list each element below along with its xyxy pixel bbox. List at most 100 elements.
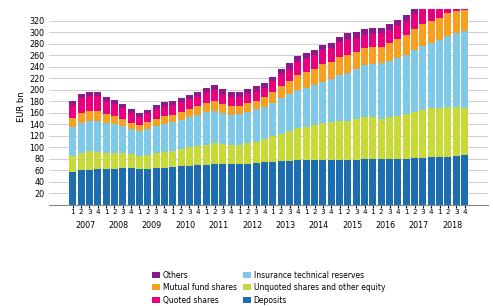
- Bar: [311, 85, 318, 125]
- Bar: [378, 119, 385, 159]
- Bar: [286, 81, 293, 95]
- Bar: [336, 57, 343, 75]
- Bar: [269, 103, 277, 136]
- Bar: [420, 158, 426, 205]
- Bar: [111, 124, 118, 153]
- Bar: [219, 164, 226, 205]
- Bar: [236, 97, 243, 106]
- Bar: [436, 0, 443, 1]
- Bar: [128, 129, 135, 154]
- Bar: [369, 28, 377, 34]
- Bar: [453, 33, 460, 107]
- Bar: [245, 112, 251, 144]
- Bar: [236, 106, 243, 114]
- Bar: [319, 64, 326, 82]
- Bar: [269, 162, 277, 205]
- Bar: [436, 18, 443, 40]
- Bar: [444, 13, 452, 36]
- Bar: [428, 43, 435, 108]
- Bar: [169, 114, 176, 122]
- Bar: [186, 95, 193, 99]
- Bar: [461, 155, 468, 205]
- Bar: [319, 50, 326, 64]
- Bar: [252, 91, 260, 101]
- Bar: [203, 165, 210, 205]
- Bar: [177, 166, 185, 205]
- Bar: [403, 21, 410, 35]
- Bar: [303, 88, 310, 127]
- Bar: [211, 164, 218, 205]
- Bar: [352, 69, 360, 119]
- Bar: [369, 64, 377, 118]
- Bar: [261, 97, 268, 106]
- Bar: [219, 94, 226, 104]
- Bar: [186, 166, 193, 205]
- Bar: [177, 112, 185, 120]
- Bar: [186, 147, 193, 166]
- Bar: [228, 145, 235, 164]
- Bar: [252, 86, 260, 91]
- Bar: [394, 58, 401, 116]
- Bar: [319, 45, 326, 50]
- Bar: [261, 139, 268, 162]
- Bar: [436, 157, 443, 205]
- Bar: [261, 88, 268, 97]
- Bar: [411, 112, 418, 159]
- Bar: [236, 163, 243, 205]
- Bar: [94, 169, 102, 205]
- Bar: [311, 69, 318, 85]
- Bar: [69, 105, 76, 118]
- Bar: [203, 92, 210, 103]
- Bar: [103, 123, 109, 153]
- Bar: [94, 91, 102, 96]
- Bar: [394, 39, 401, 58]
- Bar: [461, 0, 468, 10]
- Bar: [111, 100, 118, 104]
- Bar: [203, 112, 210, 144]
- Bar: [328, 159, 335, 205]
- Bar: [269, 81, 277, 92]
- Bar: [403, 15, 410, 21]
- Bar: [86, 111, 93, 121]
- Bar: [261, 106, 268, 139]
- Bar: [286, 131, 293, 161]
- Bar: [119, 168, 126, 205]
- Bar: [378, 28, 385, 33]
- Bar: [69, 101, 76, 105]
- Bar: [236, 144, 243, 163]
- Bar: [128, 113, 135, 123]
- Bar: [344, 55, 352, 73]
- Bar: [153, 119, 160, 126]
- Bar: [369, 159, 377, 205]
- Bar: [311, 50, 318, 55]
- Bar: [153, 110, 160, 119]
- Bar: [245, 144, 251, 163]
- Bar: [119, 119, 126, 126]
- Bar: [344, 121, 352, 159]
- Bar: [344, 159, 352, 205]
- Bar: [420, 2, 426, 9]
- Bar: [453, 11, 460, 33]
- Bar: [153, 168, 160, 205]
- Bar: [136, 114, 143, 117]
- Bar: [245, 163, 251, 205]
- Bar: [245, 89, 251, 94]
- Bar: [177, 98, 185, 102]
- Bar: [369, 34, 377, 47]
- Bar: [236, 114, 243, 144]
- Bar: [352, 32, 360, 38]
- Bar: [411, 29, 418, 50]
- Bar: [177, 149, 185, 166]
- Bar: [386, 30, 393, 43]
- Bar: [86, 121, 93, 151]
- Bar: [228, 114, 235, 145]
- Bar: [144, 169, 151, 205]
- Bar: [194, 91, 201, 96]
- Bar: [128, 109, 135, 113]
- Bar: [294, 56, 301, 62]
- Bar: [394, 116, 401, 159]
- Bar: [128, 154, 135, 168]
- Bar: [428, 108, 435, 157]
- Bar: [361, 65, 368, 117]
- Bar: [119, 153, 126, 168]
